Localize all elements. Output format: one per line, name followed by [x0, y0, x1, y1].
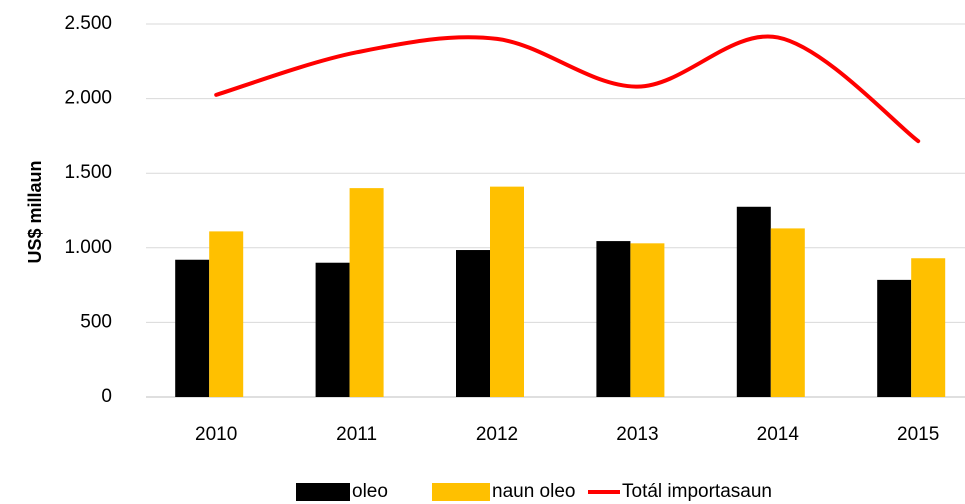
legend-label: Totál importasaun	[622, 481, 772, 502]
x-tick-label: 2010	[195, 424, 237, 445]
bar	[877, 279, 912, 397]
x-tick-label: 2013	[616, 424, 658, 445]
bar	[175, 259, 210, 397]
bar	[315, 262, 350, 397]
legend-swatch	[432, 483, 490, 501]
x-tick-label: 2015	[897, 424, 939, 445]
y-axis-label: US$ millaun	[25, 160, 45, 263]
bar	[490, 186, 524, 397]
x-tick-label: 2011	[336, 424, 377, 445]
bar	[596, 241, 631, 397]
bar	[209, 231, 244, 397]
bar	[911, 258, 946, 397]
y-tick-label: 0	[101, 386, 112, 407]
legend-label: oleo	[352, 481, 388, 502]
bar	[349, 188, 384, 397]
y-tick-label: 2.000	[64, 88, 112, 109]
y-tick-label: 1.500	[64, 162, 112, 183]
y-tick-label: 1.000	[64, 237, 112, 258]
line	[214, 34, 921, 144]
bar	[736, 206, 771, 397]
bar	[456, 250, 490, 397]
y-tick-label: 2.500	[64, 13, 112, 34]
y-tick-label: 500	[80, 311, 112, 332]
x-tick-label: 2014	[757, 424, 800, 445]
bar	[770, 228, 805, 397]
legend-swatch	[296, 483, 350, 501]
x-tick-label: 2012	[476, 424, 518, 445]
legend-label: naun oleo	[492, 481, 575, 502]
bar	[630, 243, 665, 397]
